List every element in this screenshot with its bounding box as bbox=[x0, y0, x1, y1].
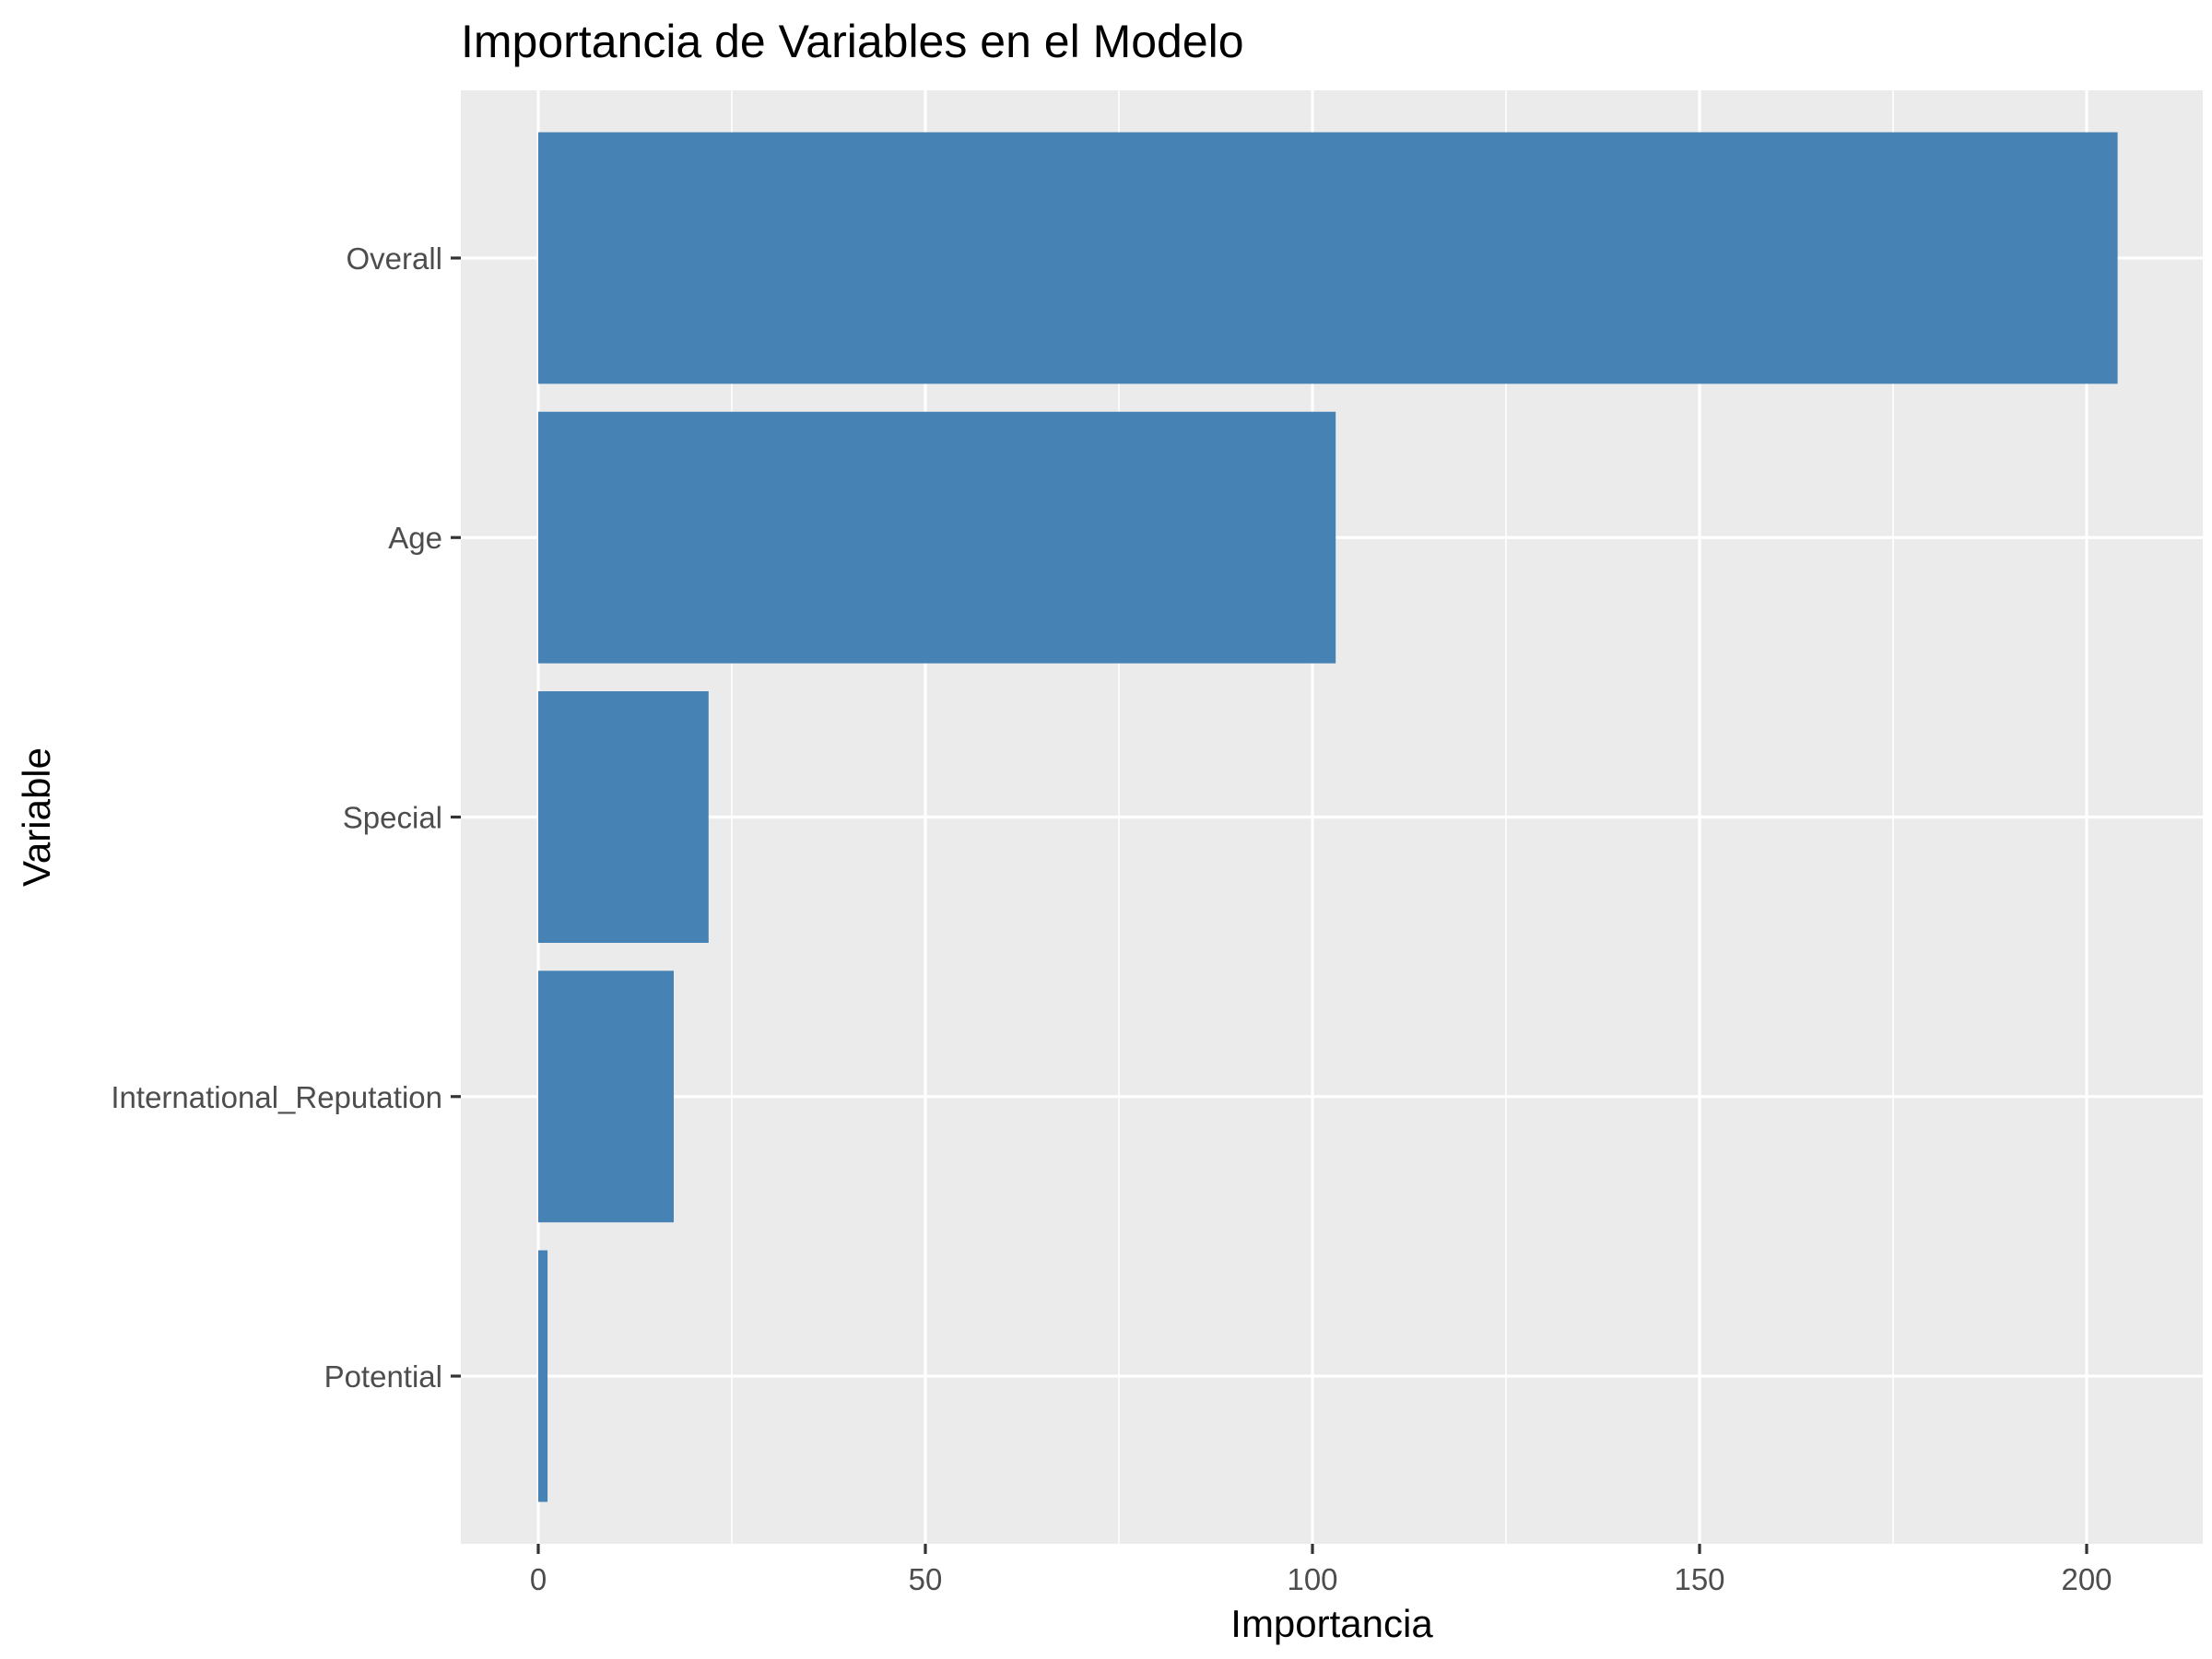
x-tick-label: 100 bbox=[1287, 1562, 1337, 1596]
y-tick-label: Special bbox=[343, 801, 442, 835]
x-tick-label: 50 bbox=[909, 1562, 943, 1596]
chart-title: Importancia de Variables en el Modelo bbox=[461, 16, 1244, 67]
y-tick-label: Age bbox=[388, 521, 442, 555]
bars bbox=[538, 132, 2118, 1502]
bar-international-reputation bbox=[538, 971, 674, 1223]
y-axis: Overall Age Special International_Reputatio… bbox=[111, 241, 461, 1394]
bar-potential bbox=[538, 1250, 548, 1502]
bar-special bbox=[538, 691, 709, 943]
x-tick-label: 200 bbox=[2061, 1562, 2112, 1596]
bar-age bbox=[538, 411, 1336, 664]
x-tick-label: 150 bbox=[1674, 1562, 1724, 1596]
y-tick-label: International_Reputation bbox=[111, 1080, 442, 1114]
bar-overall bbox=[538, 132, 2118, 384]
x-axis-title: Importancia bbox=[1230, 1602, 1433, 1645]
y-axis-title: Variable bbox=[15, 747, 58, 887]
x-tick-label: 0 bbox=[530, 1562, 547, 1596]
x-axis: 0 50 100 150 200 bbox=[530, 1544, 2112, 1596]
y-tick-label: Potential bbox=[324, 1359, 442, 1394]
y-tick-label: Overall bbox=[346, 241, 442, 276]
